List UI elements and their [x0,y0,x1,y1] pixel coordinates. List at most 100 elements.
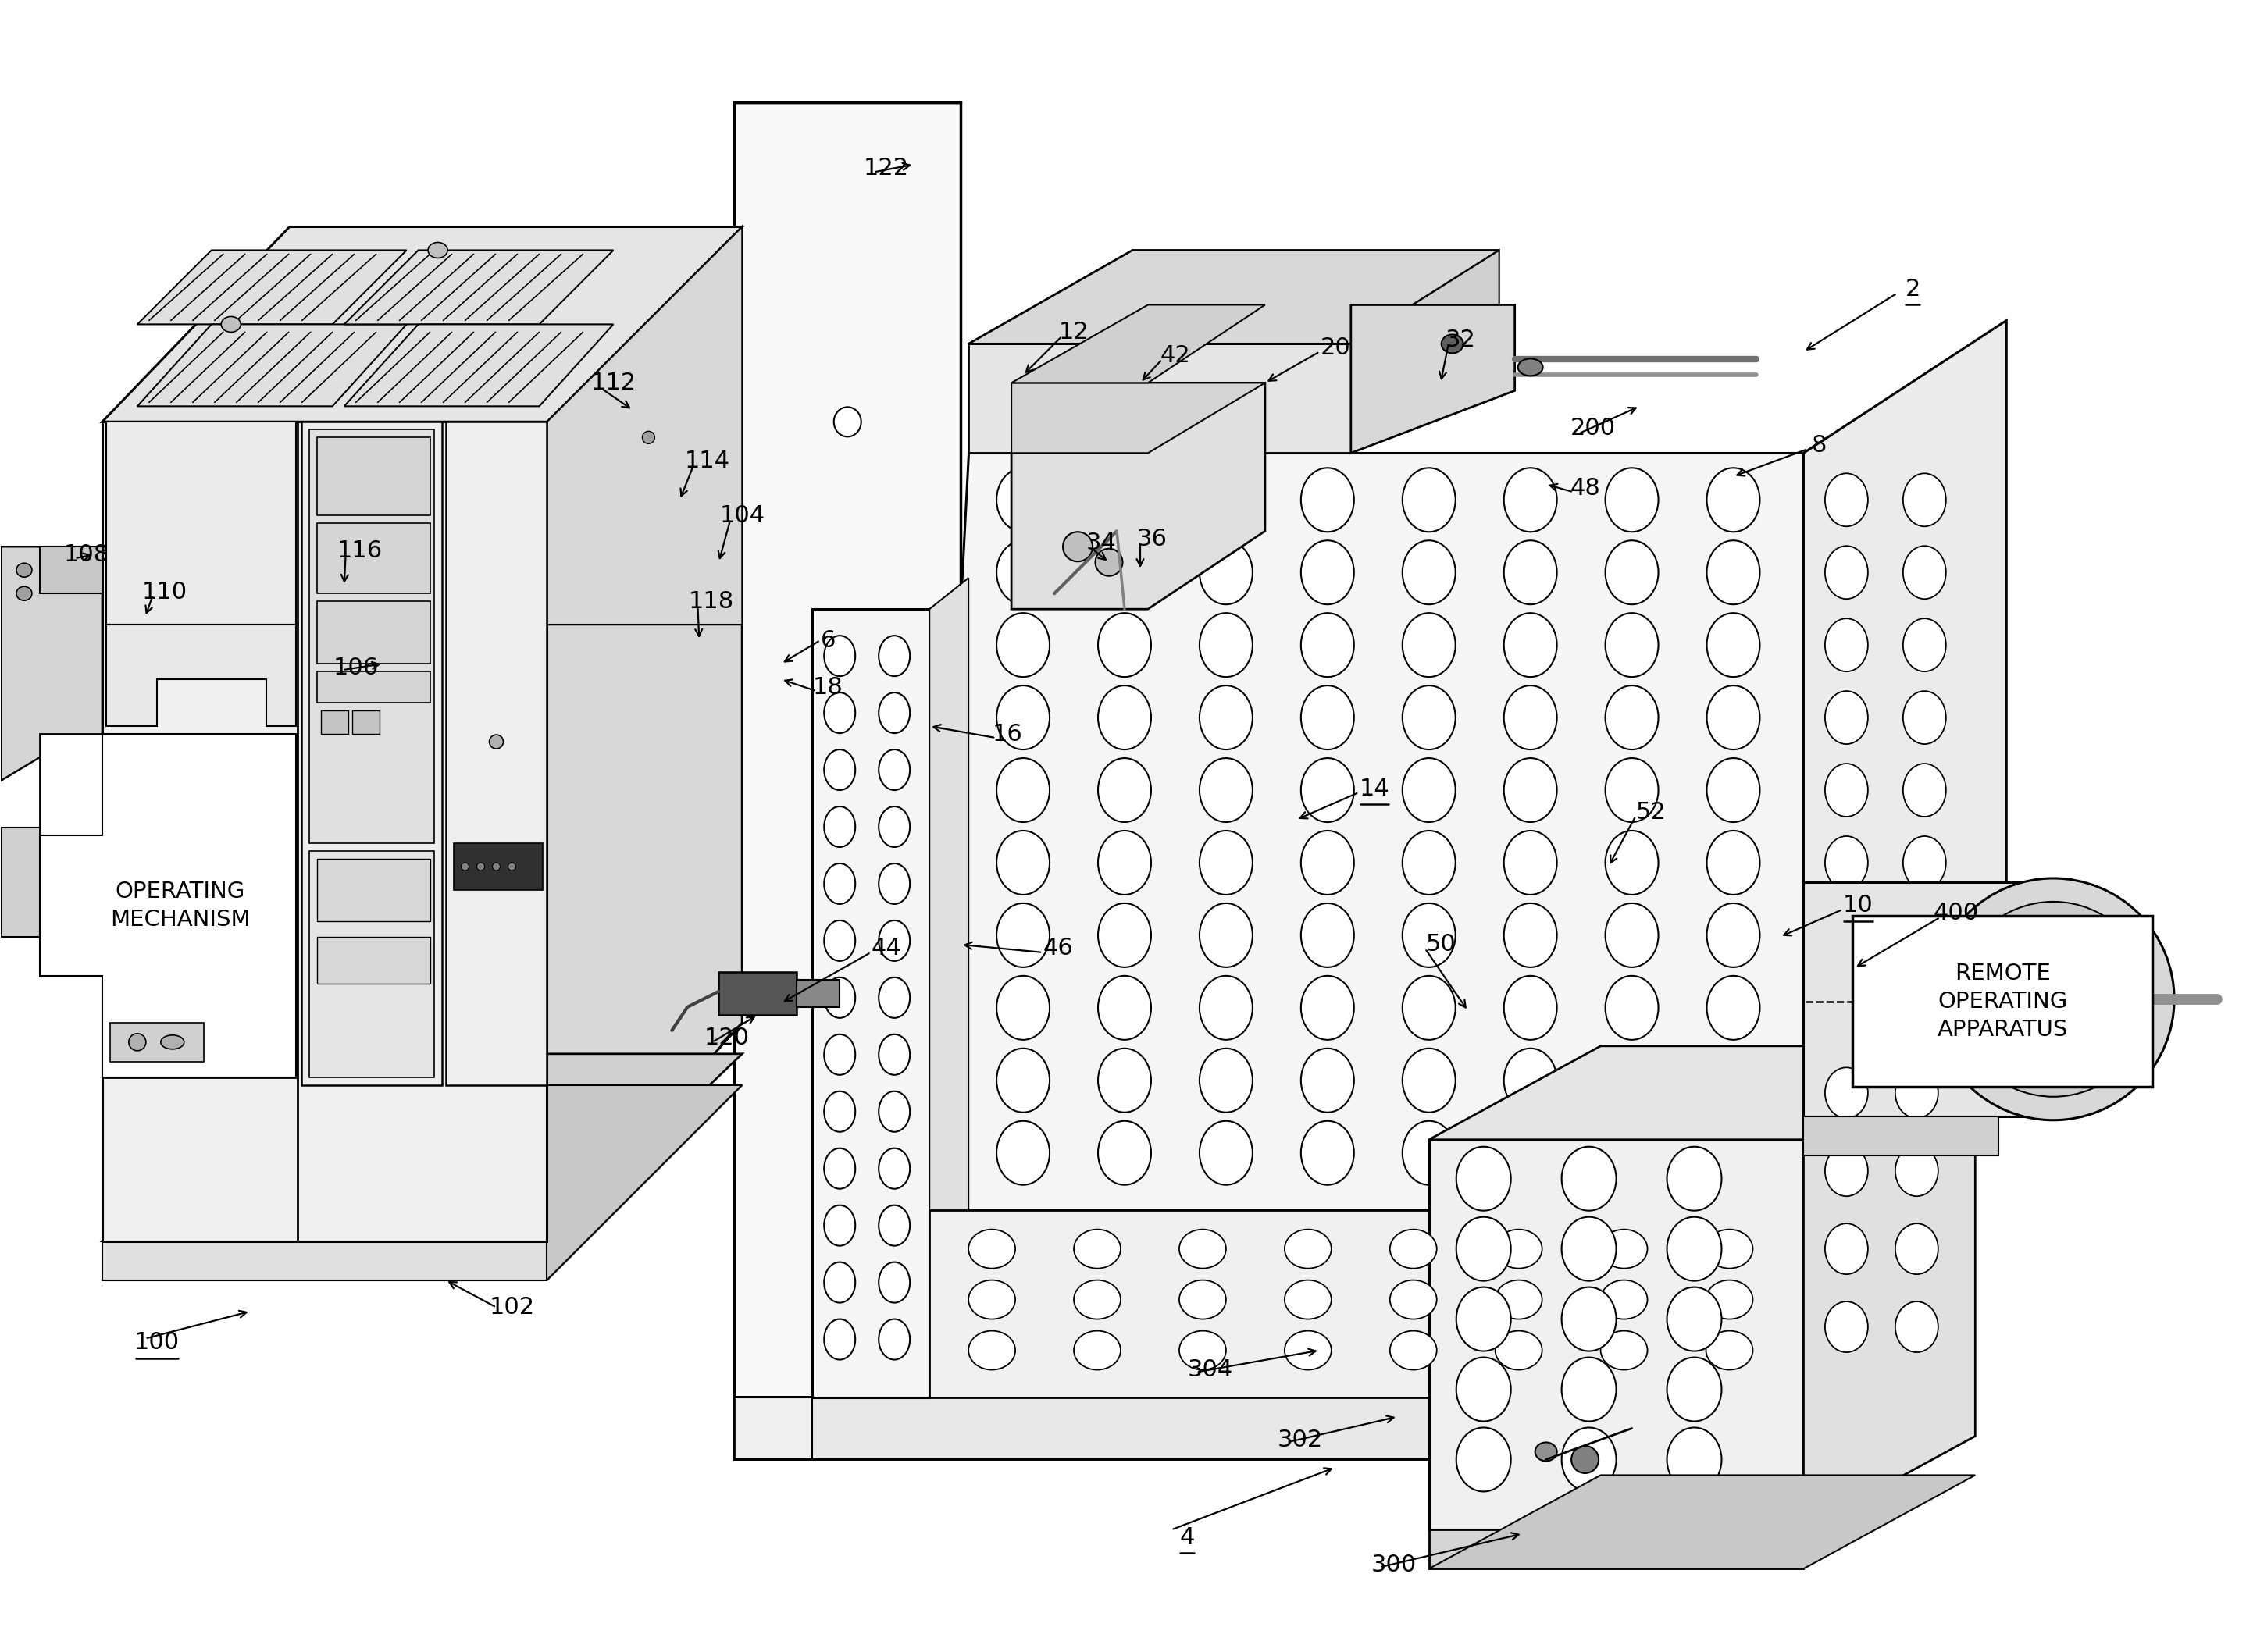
Ellipse shape [878,1148,910,1189]
Text: 44: 44 [871,937,901,960]
Polygon shape [1428,1475,1974,1569]
Polygon shape [1804,882,2053,1117]
Ellipse shape [1826,1067,1869,1118]
Ellipse shape [16,586,31,601]
Ellipse shape [1402,904,1455,966]
Ellipse shape [162,1036,184,1049]
Ellipse shape [1606,1049,1658,1112]
Polygon shape [968,249,1498,344]
Polygon shape [103,226,741,421]
Polygon shape [317,438,429,515]
Ellipse shape [1896,1145,1938,1196]
Polygon shape [317,937,429,983]
Polygon shape [40,733,296,1077]
Ellipse shape [490,735,503,748]
Ellipse shape [1826,691,1869,743]
Polygon shape [1350,249,1498,344]
Ellipse shape [1606,468,1658,532]
Ellipse shape [997,904,1049,966]
Polygon shape [734,102,961,1398]
Ellipse shape [997,758,1049,823]
Ellipse shape [1707,1332,1752,1370]
Ellipse shape [1667,1218,1723,1280]
Ellipse shape [1199,1122,1253,1184]
Polygon shape [968,344,1350,453]
Ellipse shape [878,636,910,676]
Ellipse shape [1455,1287,1512,1351]
Ellipse shape [1505,1049,1556,1112]
Ellipse shape [824,692,856,733]
Ellipse shape [16,563,31,577]
Text: OPERATING
MECHANISM: OPERATING MECHANISM [110,881,249,930]
Ellipse shape [1098,540,1152,605]
Polygon shape [1804,1046,1974,1530]
Polygon shape [1011,383,1264,453]
Text: 14: 14 [1359,776,1390,800]
Text: 102: 102 [490,1297,535,1318]
Ellipse shape [1098,904,1152,966]
Ellipse shape [1667,1427,1723,1492]
Ellipse shape [1606,1122,1658,1184]
Polygon shape [317,671,429,702]
Ellipse shape [1606,613,1658,677]
Text: 6: 6 [820,629,836,651]
Ellipse shape [1442,334,1462,354]
Text: 112: 112 [591,372,636,395]
Ellipse shape [1707,831,1761,895]
Ellipse shape [1300,468,1354,532]
Text: 32: 32 [1444,329,1476,352]
Polygon shape [344,249,613,324]
Ellipse shape [1707,1122,1761,1184]
Ellipse shape [833,406,860,436]
Ellipse shape [1902,981,1945,1034]
Ellipse shape [997,540,1049,605]
Ellipse shape [878,978,910,1018]
Polygon shape [344,324,613,406]
Ellipse shape [1826,763,1869,816]
Text: 100: 100 [135,1332,180,1355]
Ellipse shape [997,831,1049,895]
Ellipse shape [1826,474,1869,527]
Text: 34: 34 [1087,532,1116,553]
Ellipse shape [878,920,910,961]
Ellipse shape [1098,686,1152,750]
Text: 104: 104 [719,504,766,527]
Ellipse shape [878,806,910,847]
Ellipse shape [1902,836,1945,889]
Ellipse shape [997,1122,1049,1184]
Ellipse shape [1300,831,1354,895]
Ellipse shape [824,1206,856,1246]
Ellipse shape [1667,1146,1723,1211]
Ellipse shape [1826,545,1869,600]
Text: 110: 110 [141,580,186,603]
Ellipse shape [1707,686,1761,750]
Ellipse shape [1518,358,1543,375]
Ellipse shape [1455,1358,1512,1421]
Polygon shape [930,1209,1804,1398]
Ellipse shape [997,613,1049,677]
Polygon shape [930,453,1804,1209]
Ellipse shape [878,692,910,733]
Text: 114: 114 [685,449,730,472]
Ellipse shape [1199,540,1253,605]
Text: 2: 2 [1905,278,1920,301]
Ellipse shape [1402,1049,1455,1112]
Ellipse shape [1455,1218,1512,1280]
Ellipse shape [824,1092,856,1132]
Ellipse shape [1896,1067,1938,1118]
Ellipse shape [1667,1358,1723,1421]
Ellipse shape [1285,1229,1332,1269]
Ellipse shape [1707,976,1761,1039]
Text: 46: 46 [1042,937,1074,960]
Ellipse shape [1096,548,1123,577]
Ellipse shape [1956,902,2152,1097]
Text: 18: 18 [813,676,842,699]
Ellipse shape [1826,836,1869,889]
Ellipse shape [1300,686,1354,750]
Ellipse shape [1561,1287,1617,1351]
Ellipse shape [220,317,240,332]
Ellipse shape [1902,545,1945,600]
Text: 118: 118 [687,590,734,613]
Ellipse shape [997,976,1049,1039]
Ellipse shape [824,864,856,904]
